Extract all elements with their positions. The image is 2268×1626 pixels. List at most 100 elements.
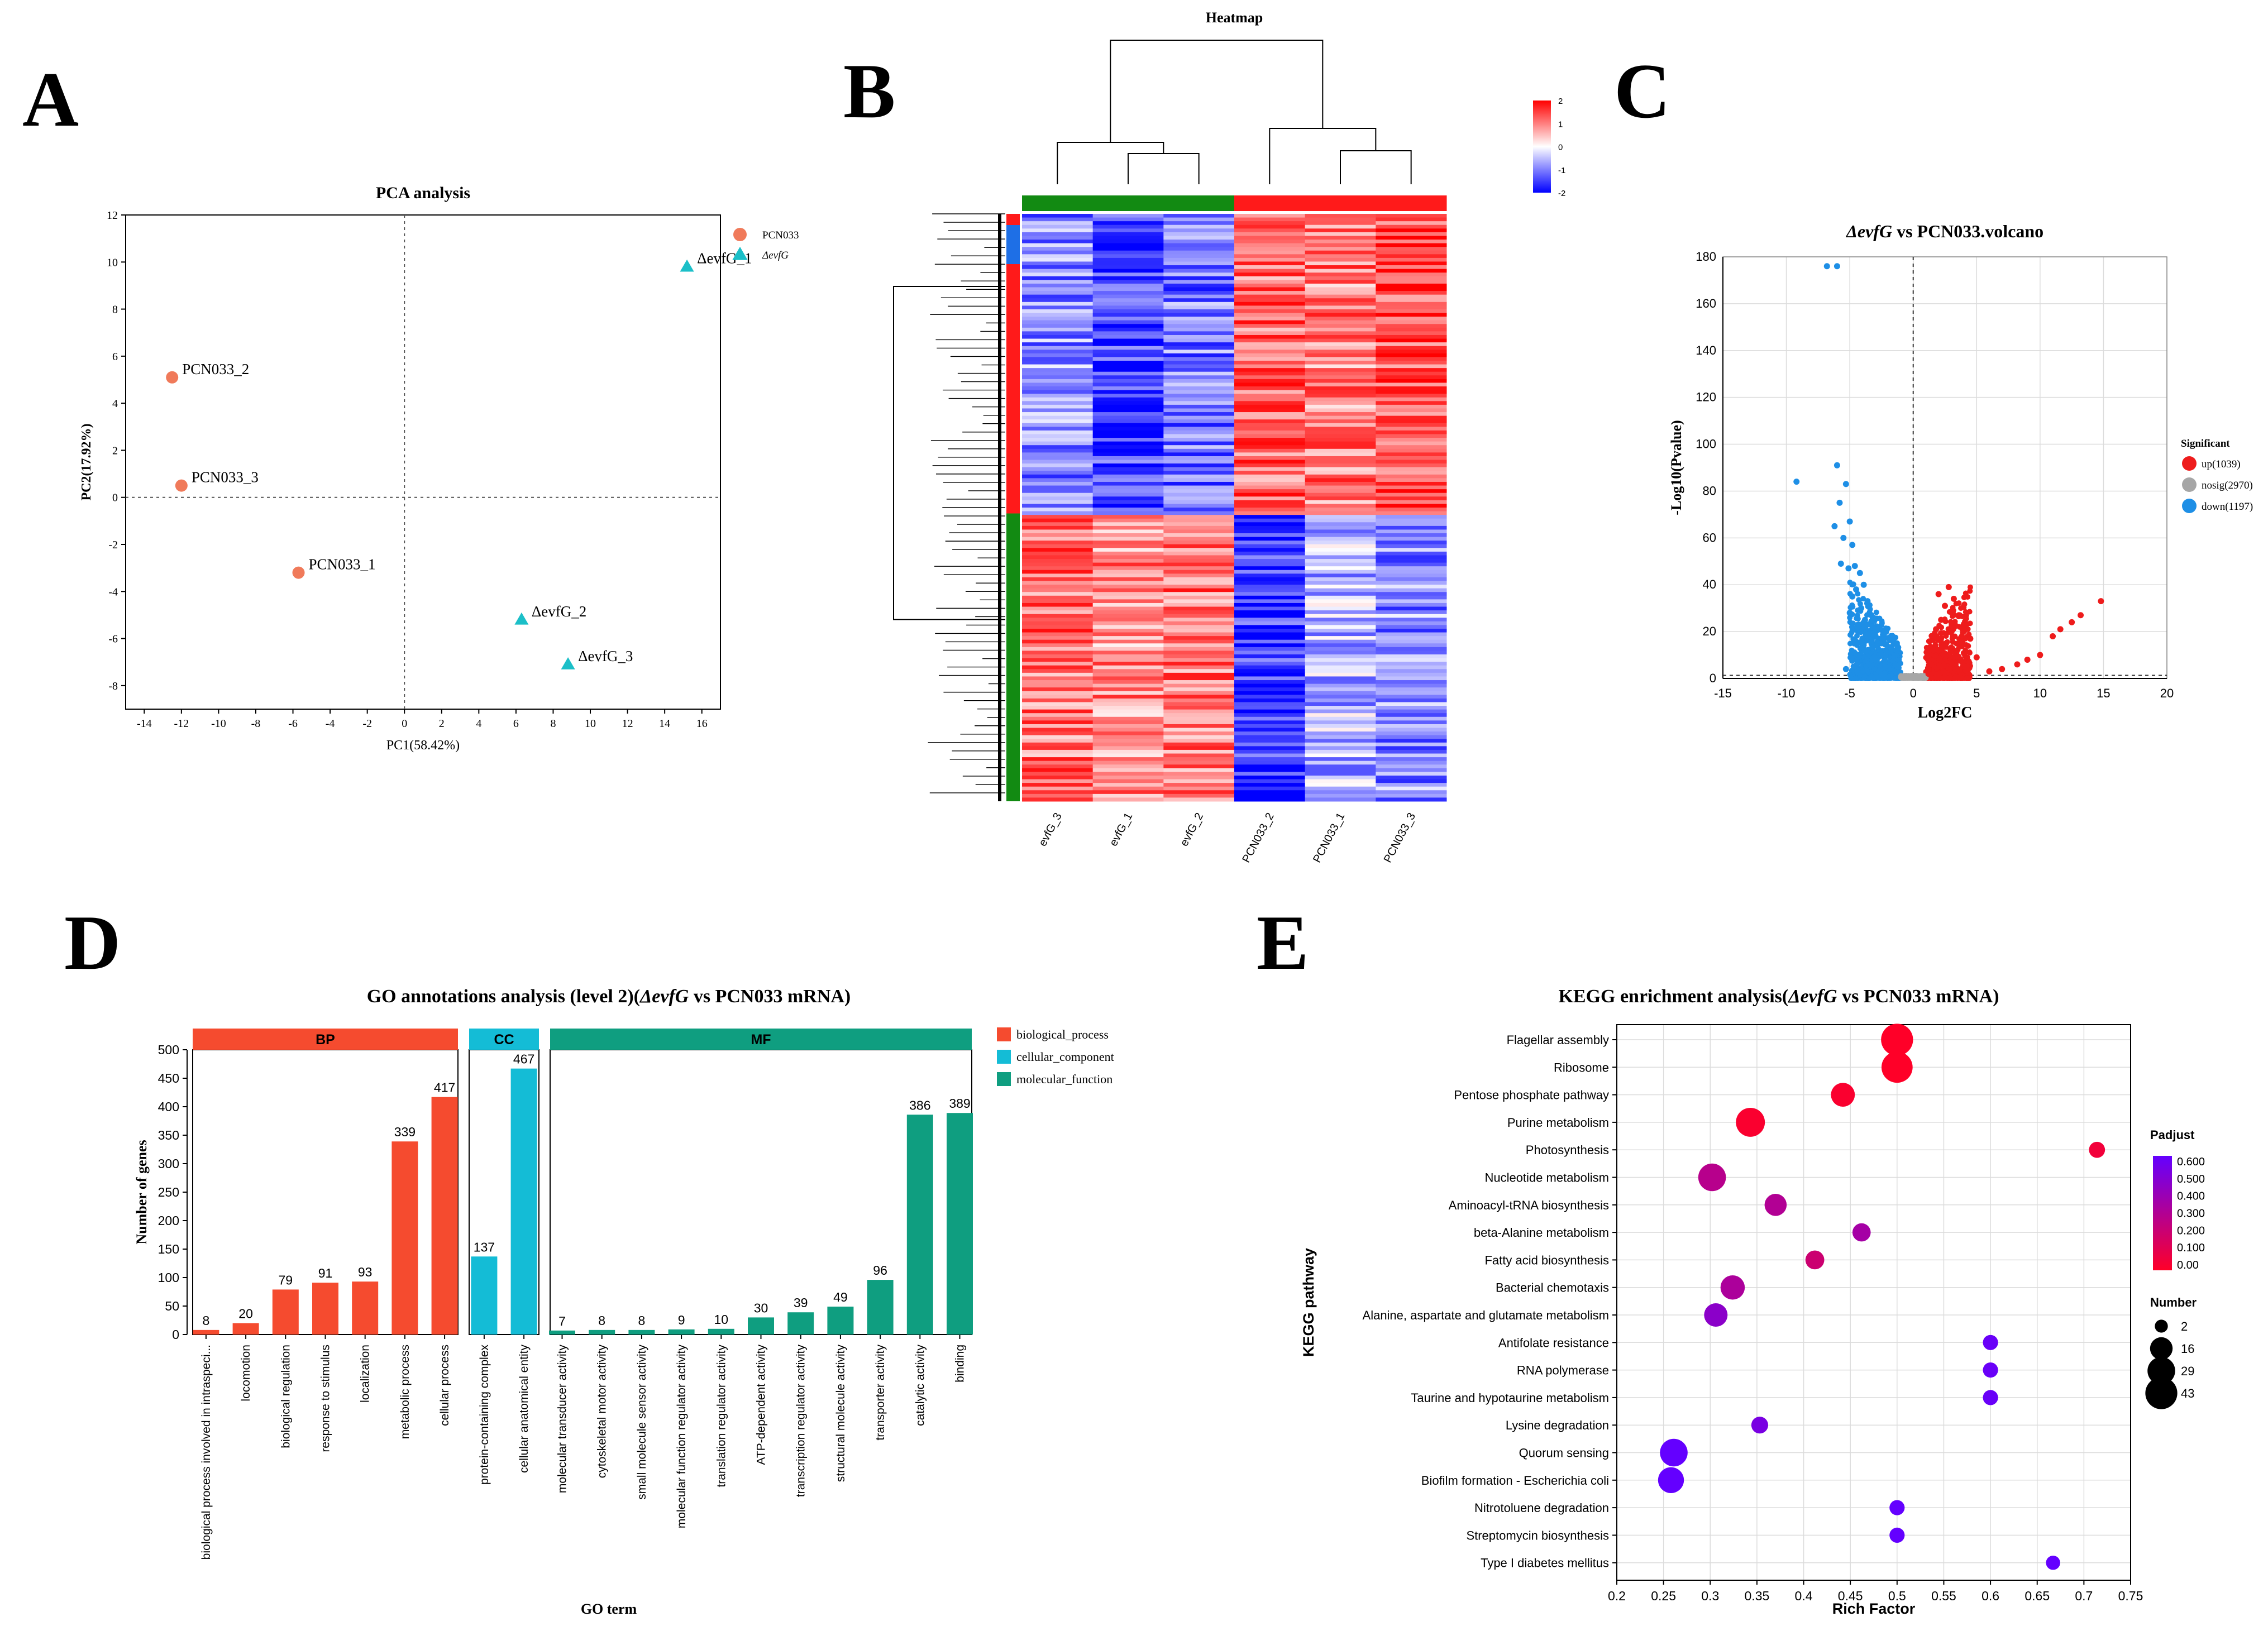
volcano-ytick-label: 40 — [1703, 577, 1716, 591]
heatmap-cell — [1376, 775, 1447, 780]
heatmap-cell — [1305, 632, 1376, 637]
heatmap-cell — [1163, 247, 1235, 251]
heatmap-cell — [1163, 364, 1235, 369]
heatmap-cell — [1376, 662, 1447, 666]
heatmap-cell — [1022, 327, 1094, 332]
kegg-pathway-label: Lysine degradation — [1506, 1418, 1609, 1432]
heatmap-cell — [1234, 651, 1306, 655]
heatmap-cell — [1092, 269, 1164, 273]
pca-ytick-label: 8 — [112, 304, 118, 316]
heatmap-cell — [1163, 562, 1235, 567]
heatmap-cell — [1376, 452, 1447, 457]
heatmap-cell — [1376, 541, 1447, 545]
heatmap-cell — [1163, 390, 1235, 394]
volcano-xtick-label: -10 — [1778, 686, 1796, 700]
heatmap-cell — [1376, 768, 1447, 772]
heatmap-cell — [1234, 654, 1306, 659]
heatmap-cell — [1234, 243, 1306, 247]
volcano-point-up — [1938, 624, 1945, 630]
go-bar — [668, 1329, 695, 1335]
heatmap-cell — [1305, 452, 1376, 457]
heatmap-cell — [1234, 415, 1306, 420]
heatmap-cell — [1092, 698, 1164, 702]
volcano-point-up — [2069, 619, 2075, 625]
heatmap-cell — [1376, 427, 1447, 431]
pca-point-label: PCN033_1 — [309, 556, 376, 573]
heatmap-cell — [1234, 716, 1306, 721]
volcano-point-up — [1967, 588, 1973, 594]
heatmap-cell — [1376, 324, 1447, 328]
heatmap-cell — [1163, 654, 1235, 659]
kegg-pathway-label: Taurine and hypotaurine metabolism — [1411, 1391, 1609, 1405]
heatmap-cell — [1163, 632, 1235, 637]
go-legend-label: biological_process — [1016, 1027, 1109, 1041]
heatmap-cell — [1022, 397, 1094, 401]
heatmap-cell — [1234, 382, 1306, 387]
go-category-label: metabolic process — [399, 1345, 412, 1439]
heatmap-cell — [1305, 581, 1376, 585]
heatmap-cell — [1234, 739, 1306, 743]
heatmap-cell — [1163, 302, 1235, 306]
heatmap-cell — [1234, 702, 1306, 706]
go-bar — [272, 1289, 299, 1335]
heatmap-cell — [1305, 257, 1376, 262]
heatmap-cell — [1234, 404, 1306, 409]
heatmap-cell — [1305, 438, 1376, 442]
heatmap-cell — [1022, 434, 1094, 438]
heatmap-cell — [1092, 382, 1164, 387]
heatmap-cell — [1022, 489, 1094, 494]
heatmap-cell — [1163, 221, 1235, 226]
heatmap-cell — [1234, 342, 1306, 347]
heatmap-cell — [1022, 324, 1094, 328]
heatmap-cell — [1022, 709, 1094, 714]
heatmap-cell — [1376, 254, 1447, 259]
heatmap-cell — [1376, 522, 1447, 527]
volcano-point-up — [1950, 608, 1956, 614]
heatmap-cell — [1305, 481, 1376, 486]
heatmap-cell — [1376, 382, 1447, 387]
heatmap-cell — [1305, 309, 1376, 314]
heatmap-group-bar — [1305, 195, 1376, 211]
kegg-xtick-label: 0.35 — [1745, 1589, 1770, 1603]
heatmap-cell — [1092, 474, 1164, 479]
heatmap-cell — [1305, 236, 1376, 240]
heatmap-cell — [1376, 386, 1447, 391]
heatmap-cell — [1163, 731, 1235, 736]
heatmap-cell — [1234, 298, 1306, 303]
heatmap-cell — [1092, 302, 1164, 306]
heatmap-cell — [1376, 515, 1447, 519]
heatmap-cell — [1022, 636, 1094, 640]
heatmap-cell — [1234, 599, 1306, 604]
heatmap-cell — [1376, 474, 1447, 479]
heatmap-cell — [1022, 669, 1094, 673]
heatmap-cell — [1376, 713, 1447, 718]
heatmap-cell — [1163, 353, 1235, 357]
heatmap-cell — [1092, 240, 1164, 244]
heatmap-cell — [1163, 500, 1235, 504]
heatmap-cell — [1092, 683, 1164, 688]
panel-letter-e: E — [1257, 900, 1309, 986]
heatmap-cell — [1163, 346, 1235, 350]
heatmap-cell — [1022, 334, 1094, 339]
go-bar — [827, 1307, 854, 1335]
heatmap-cell — [1022, 338, 1094, 343]
heatmap-cell — [1305, 559, 1376, 563]
pca-ytick-label: 4 — [112, 398, 118, 410]
heatmap-cell — [1305, 276, 1376, 280]
heatmap-cell — [1092, 735, 1164, 739]
heatmap-cell — [1234, 749, 1306, 754]
heatmap-cell — [1163, 618, 1235, 622]
heatmap-cell — [1376, 291, 1447, 295]
kegg-colorbar — [2153, 1156, 2172, 1270]
heatmap-cell — [1022, 511, 1094, 515]
heatmap-cell — [1305, 602, 1376, 608]
volcano-point-up — [1938, 616, 1945, 623]
heatmap-cell — [1376, 566, 1447, 571]
heatmap-cell — [1092, 500, 1164, 504]
heatmap-cell — [1163, 614, 1235, 618]
heatmap-cell — [1305, 338, 1376, 343]
heatmap-cell — [1092, 610, 1164, 615]
heatmap-cell — [1092, 702, 1164, 706]
heatmap-cell — [1092, 625, 1164, 629]
heatmap-cell — [1305, 713, 1376, 718]
